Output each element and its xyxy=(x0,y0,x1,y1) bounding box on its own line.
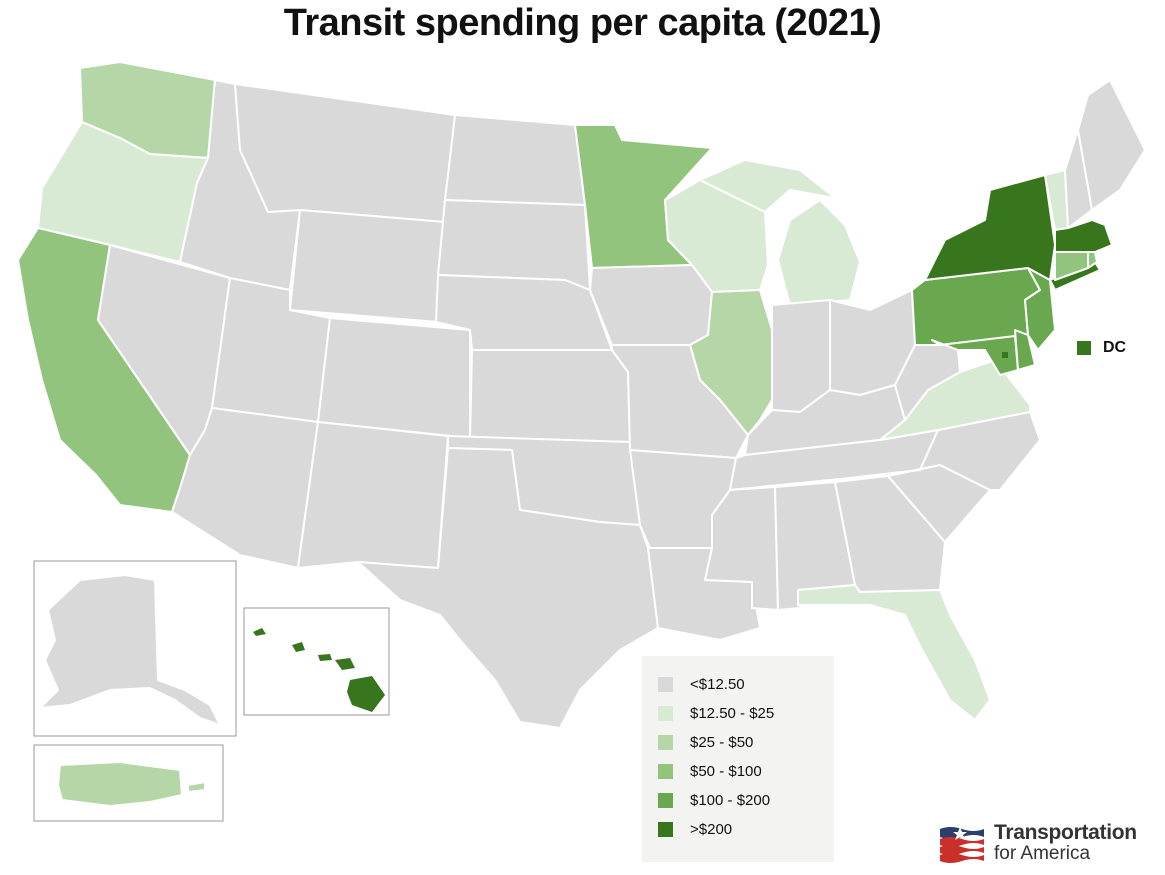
dc-label: DC xyxy=(1103,339,1127,356)
state-maine xyxy=(1077,79,1146,211)
state-florida xyxy=(797,584,991,721)
state-kansas xyxy=(469,349,631,443)
legend-swatch xyxy=(658,705,673,721)
legend-item: $12.50 - $25 xyxy=(658,703,774,723)
legend-swatch xyxy=(658,821,673,837)
state-puerto-rico xyxy=(57,761,206,807)
legend-item: $100 - $200 xyxy=(658,790,770,810)
legend-label: <$12.50 xyxy=(690,675,745,693)
legend-label: $25 - $50 xyxy=(690,733,754,751)
brand-logo: Transportation for America xyxy=(938,822,1137,863)
legend-label: >$200 xyxy=(690,820,733,838)
dc-marker: DC xyxy=(1077,339,1126,357)
legend-label: $50 - $100 xyxy=(690,762,762,780)
state-district-of-columbia xyxy=(1002,352,1008,358)
legend-swatch xyxy=(658,734,673,750)
legend-item: <$12.50 xyxy=(658,674,745,694)
dc-swatch xyxy=(1077,341,1091,355)
state-alaska xyxy=(39,574,221,726)
flag-logo-icon xyxy=(940,826,984,863)
state-iowa xyxy=(589,264,713,346)
state-wyoming xyxy=(289,209,446,323)
state-michigan xyxy=(699,159,861,306)
legend-label: $12.50 - $25 xyxy=(690,704,775,722)
state-colorado xyxy=(317,317,471,439)
state-texas xyxy=(357,447,659,729)
state-new-jersey xyxy=(1024,267,1056,351)
legend-swatch xyxy=(658,763,673,779)
legend-item: >$200 xyxy=(658,819,732,839)
brand-name-line2: for America xyxy=(994,843,1091,864)
state-new-mexico xyxy=(297,421,449,569)
state-missouri xyxy=(611,344,749,459)
legend-label: $100 - $200 xyxy=(690,791,771,809)
state-north-dakota xyxy=(444,114,586,206)
state-montana xyxy=(234,83,456,223)
legend-item: $25 - $50 xyxy=(658,732,753,752)
state-hawaii xyxy=(253,628,385,712)
state-delaware xyxy=(1014,329,1036,371)
legend-swatch xyxy=(658,792,673,808)
legend: <$12.50 $12.50 - $25 $25 - $50 $50 - $10… xyxy=(642,656,834,862)
legend-swatch xyxy=(658,676,673,692)
state-rhode-island xyxy=(1087,251,1098,269)
brand-name-line1: Transportation xyxy=(994,821,1137,844)
map-title: Transit spending per capita (2021) xyxy=(283,2,882,44)
legend-item: $50 - $100 xyxy=(658,761,762,781)
